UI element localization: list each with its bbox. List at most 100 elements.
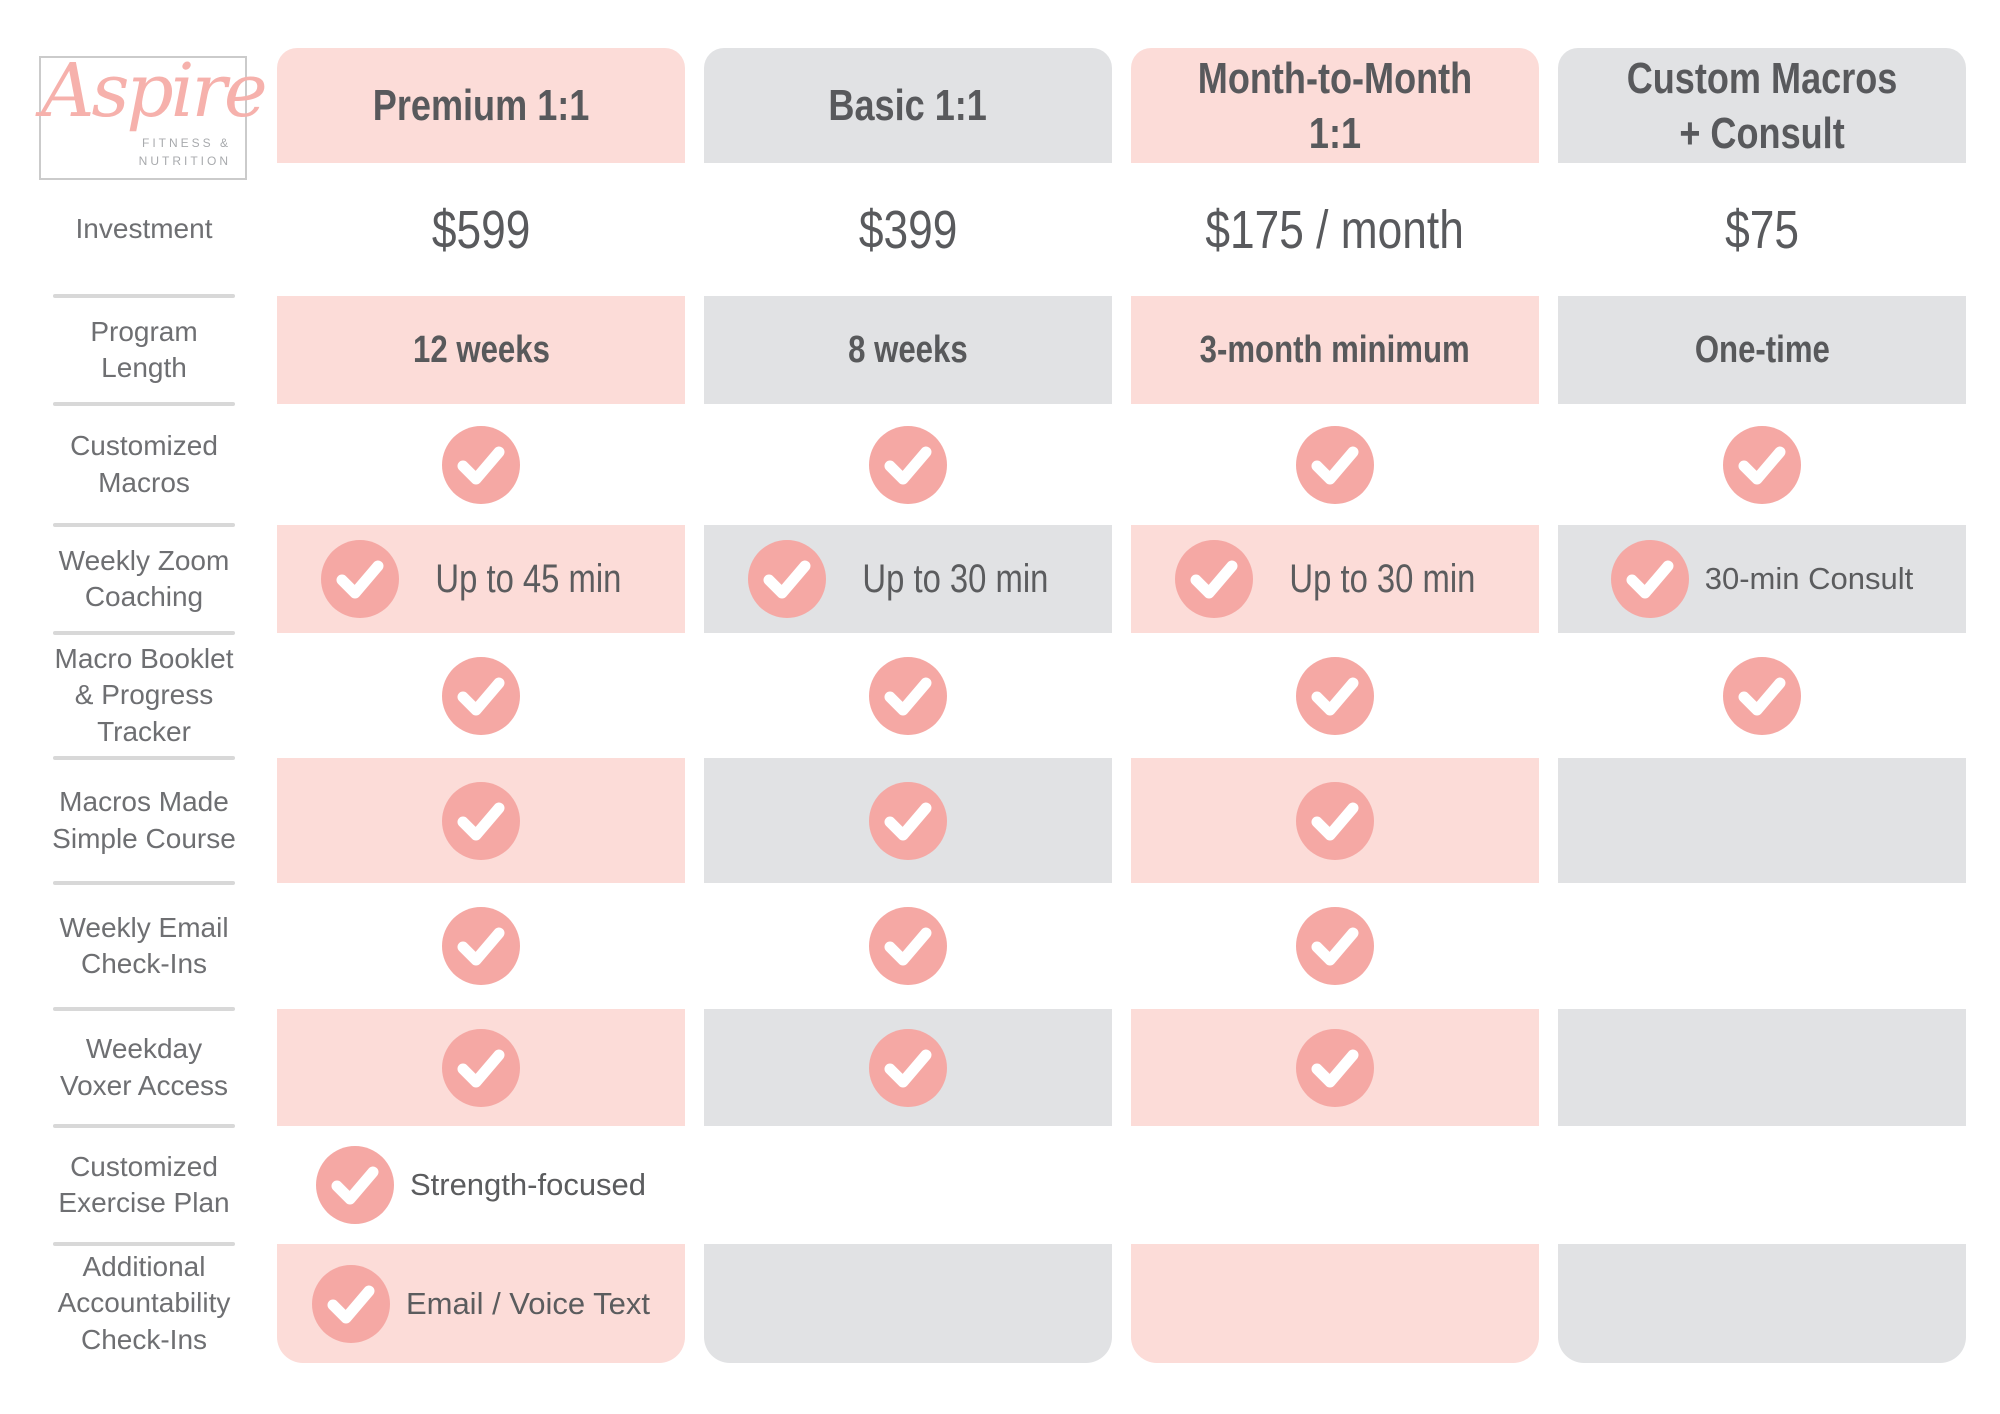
cell-text: Email / Voice Text [405,1285,651,1321]
cell-program-length-month-to-month: 3-month minimum [1131,296,1539,404]
label-divider [53,1242,235,1246]
row-program-length: Program Length 12 weeks 8 weeks 3-month … [30,294,2000,404]
check-icon [442,656,520,735]
row-customized-exercise-plan: Customized Exercise Plan Strength-focuse… [30,1124,2000,1244]
cell-text: Strength-focused [409,1167,647,1202]
cell-text: 30-min Consult [1704,561,1914,596]
price-text: $599 [431,199,531,260]
column-header-label: Month-to-Month 1:1 [1197,53,1473,158]
column-header-label: Basic 1:1 [828,81,988,130]
row-label-text: Customized Macros [70,430,218,498]
row-label-investment: Investment [30,163,258,296]
row-investment: Investment $599 $399 $175 / month $75 [30,163,2000,296]
cell-investment-custom: $75 [1558,163,1966,296]
row-label-text: Customized Exercise Plan [58,1150,230,1218]
label-divider [53,631,235,635]
brand-tagline-line1: FITNESS & [141,136,231,150]
cell-investment-premium: $599 [277,163,685,296]
cell-voxer-basic [704,1009,1112,1126]
header-row: Premium 1:1 Basic 1:1 Month-to-Month 1:1… [30,48,2000,163]
logo-slot [30,48,258,163]
cell-voxer-premium [277,1009,685,1126]
cell-accountability-basic [704,1244,1112,1363]
check-icon [442,907,520,985]
row-label-text: Macros Made Simple Course [52,786,236,854]
check-icon [869,425,947,504]
cell-accountability-premium: Email / Voice Text [277,1244,685,1363]
check-icon [869,1028,947,1107]
label-divider [53,881,235,885]
cell-weekly-email-custom [1558,883,1966,1009]
row-customized-macros: Customized Macros [30,402,2000,525]
row-label-weekly-email-check-ins: Weekly Email Check-Ins [30,881,258,1009]
check-icon [442,781,520,860]
brand-tagline: FITNESS & NUTRITION [139,134,231,170]
cell-weekly-zoom-month-to-month: Up to 30 min [1131,525,1539,633]
cell-exercise-plan-custom [1558,1126,1966,1244]
cell-voxer-custom [1558,1009,1966,1126]
check-icon [320,540,399,618]
cell-text: 8 weeks [848,328,968,371]
cell-program-length-premium: 12 weeks [277,296,685,404]
cell-text: 12 weeks [412,328,550,371]
column-header-custom-macros: Custom Macros + Consult [1558,48,1966,163]
check-icon [1610,540,1689,618]
check-icon [311,1264,390,1343]
column-header-label: Custom Macros + Consult [1626,53,1898,158]
cell-exercise-plan-basic [704,1126,1112,1244]
cell-macros-made-simple-basic [704,758,1112,883]
cell-weekly-zoom-premium: Up to 45 min [277,525,685,633]
cell-exercise-plan-month-to-month [1131,1126,1539,1244]
cell-macros-made-simple-custom [1558,758,1966,883]
row-label-text: Program Length [90,315,198,383]
cell-macros-made-simple-month-to-month [1131,758,1539,883]
row-label-macros-made-simple: Macros Made Simple Course [30,756,258,883]
row-label-text: Investment [75,213,213,245]
label-divider [53,402,235,406]
brand-tagline-line2: NUTRITION [138,154,231,168]
row-weekday-voxer-access: Weekday Voxer Access [30,1007,2000,1126]
check-icon [315,1146,394,1224]
cell-weekly-zoom-custom: 30-min Consult [1558,525,1966,633]
row-label-weekday-voxer-access: Weekday Voxer Access [30,1007,258,1126]
column-header-month-to-month: Month-to-Month 1:1 [1131,48,1539,163]
row-label-text: Additional Accountability Check-Ins [57,1250,231,1355]
row-macros-made-simple: Macros Made Simple Course [30,756,2000,883]
row-label-macro-booklet: Macro Booklet & Progress Tracker [30,631,258,758]
price-text: $399 [858,199,958,260]
cell-macro-booklet-month-to-month [1131,633,1539,758]
column-header-premium: Premium 1:1 [277,48,685,163]
cell-macro-booklet-basic [704,633,1112,758]
cell-program-length-basic: 8 weeks [704,296,1112,404]
cell-macros-made-simple-premium [277,758,685,883]
cell-text: Up to 45 min [435,556,621,601]
check-icon [869,656,947,735]
cell-text: One-time [1694,328,1830,371]
row-weekly-email-check-ins: Weekly Email Check-Ins [30,881,2000,1009]
check-icon [1296,656,1374,735]
check-icon [1174,540,1253,618]
check-icon [442,1028,520,1107]
cell-text: Up to 30 min [1289,556,1475,601]
label-divider [53,523,235,527]
cell-customized-macros-month-to-month [1131,404,1539,525]
cell-voxer-month-to-month [1131,1009,1539,1126]
check-icon [1723,425,1801,504]
row-label-weekly-zoom-coaching: Weekly Zoom Coaching [30,523,258,633]
row-label-text: Weekly Email Check-Ins [59,911,229,979]
check-icon [442,425,520,504]
check-icon [1723,656,1801,735]
row-label-additional-accountability: Additional Accountability Check-Ins [30,1242,258,1363]
label-divider [53,756,235,760]
row-additional-accountability: Additional Accountability Check-Ins Emai… [30,1242,2000,1363]
check-icon [1296,907,1374,985]
cell-text: Up to 30 min [862,556,1048,601]
check-icon [869,907,947,985]
cell-accountability-custom [1558,1244,1966,1363]
cell-investment-basic: $399 [704,163,1112,296]
cell-weekly-email-month-to-month [1131,883,1539,1009]
cell-macro-booklet-premium [277,633,685,758]
cell-customized-macros-premium [277,404,685,525]
cell-exercise-plan-premium: Strength-focused [277,1126,685,1244]
cell-investment-month-to-month: $175 / month [1131,163,1539,296]
